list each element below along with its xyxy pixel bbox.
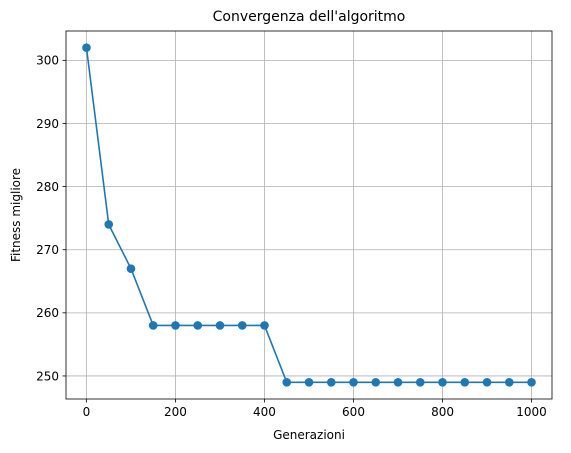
data-point (148, 321, 158, 330)
data-point (193, 321, 203, 330)
x-tick-label: 200 (164, 405, 187, 419)
y-tick-label: 290 (36, 117, 59, 131)
plot-frame (65, 30, 553, 400)
data-point (349, 377, 358, 387)
x-axis-title: Generazioni (273, 428, 345, 442)
data-point (527, 377, 536, 387)
data-point (438, 377, 447, 387)
x-tick-label: 1000 (516, 405, 547, 419)
data-point (415, 377, 425, 387)
grid (66, 31, 552, 399)
data-point (237, 321, 247, 330)
x-tick-label: 800 (431, 405, 454, 419)
data-point (482, 377, 492, 387)
x-tick-label: 600 (342, 405, 365, 419)
x-tick-label: 400 (253, 405, 276, 419)
y-tick-label: 300 (36, 54, 59, 68)
data-point (171, 321, 180, 330)
x-axis: 0 200 400 600 800 1000 (83, 399, 547, 419)
data-point (260, 321, 269, 330)
chart-title: Convergenza dell'algoritmo (213, 9, 406, 25)
data-point (371, 377, 381, 387)
data-point (126, 264, 136, 273)
data-point (215, 321, 225, 330)
y-tick-label: 250 (36, 369, 59, 383)
data-point (104, 220, 114, 229)
y-axis-title: Fitness migliore (9, 168, 23, 262)
data-point (304, 377, 314, 387)
data-point (326, 377, 336, 387)
y-axis: 250 260 270 280 290 300 (36, 54, 66, 383)
y-tick-label: 270 (36, 243, 59, 257)
data-point (460, 377, 470, 387)
data-point (504, 377, 514, 387)
y-tick-label: 260 (36, 306, 59, 320)
series-layer (82, 43, 536, 387)
x-tick-label: 0 (83, 405, 91, 419)
data-point (82, 43, 91, 53)
data-point (282, 377, 292, 387)
y-tick-label: 280 (36, 180, 59, 194)
data-point (393, 377, 403, 387)
